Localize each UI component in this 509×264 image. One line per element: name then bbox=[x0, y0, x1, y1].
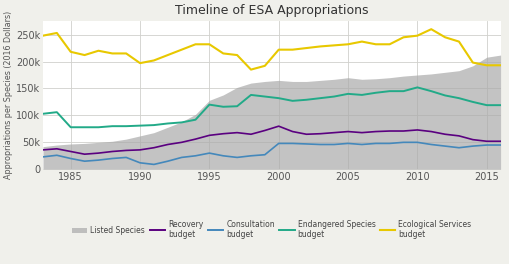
Legend: Listed Species, Recovery
budget, Consultation
budget, Endangered Species
budget,: Listed Species, Recovery budget, Consult… bbox=[69, 217, 474, 242]
Title: Timeline of ESA Appropriations: Timeline of ESA Appropriations bbox=[175, 4, 368, 17]
Y-axis label: Appropriations per Species (2016 Dollars): Appropriations per Species (2016 Dollars… bbox=[4, 11, 13, 179]
